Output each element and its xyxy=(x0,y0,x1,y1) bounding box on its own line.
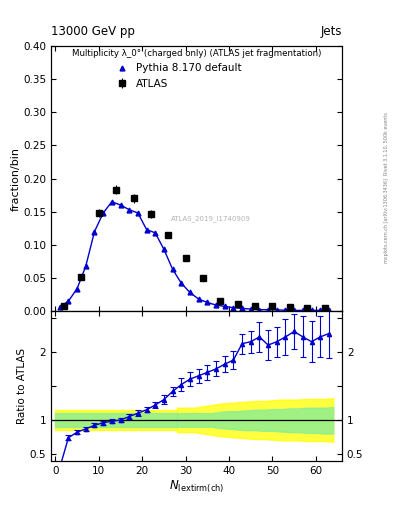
Text: 13000 GeV pp: 13000 GeV pp xyxy=(51,26,135,38)
Text: Jets: Jets xyxy=(320,26,342,38)
Text: Rivet 3.1.10, 500k events: Rivet 3.1.10, 500k events xyxy=(384,112,389,175)
Pythia 8.170 default xyxy=(57,304,62,310)
Pythia 8.170 default xyxy=(144,226,149,232)
Pythia 8.170 default xyxy=(318,307,323,313)
Pythia 8.170 default xyxy=(101,210,106,216)
Pythia 8.170 default xyxy=(187,289,192,295)
Pythia 8.170 default xyxy=(283,307,288,313)
Pythia 8.170 default xyxy=(110,199,114,205)
Pythia 8.170 default xyxy=(162,246,166,252)
Pythia 8.170 default xyxy=(214,302,219,308)
Pythia 8.170 default xyxy=(66,298,71,304)
Pythia 8.170 default xyxy=(266,307,270,313)
Legend: Pythia 8.170 default, ATLAS: Pythia 8.170 default, ATLAS xyxy=(108,59,246,93)
Pythia 8.170 default xyxy=(292,307,297,313)
Pythia 8.170 default xyxy=(92,228,97,234)
Pythia 8.170 default xyxy=(309,307,314,313)
Line: Pythia 8.170 default: Pythia 8.170 default xyxy=(57,199,331,313)
Text: ATLAS_2019_I1740909: ATLAS_2019_I1740909 xyxy=(171,215,251,222)
Pythia 8.170 default xyxy=(75,286,79,292)
Y-axis label: Ratio to ATLAS: Ratio to ATLAS xyxy=(17,348,27,424)
Text: Multiplicity λ_0° (charged only) (ATLAS jet fragmentation): Multiplicity λ_0° (charged only) (ATLAS … xyxy=(72,49,321,58)
Pythia 8.170 default xyxy=(136,210,140,216)
Text: mcplots.cern.ch [arXiv:1306.3436]: mcplots.cern.ch [arXiv:1306.3436] xyxy=(384,178,389,263)
Pythia 8.170 default xyxy=(153,230,158,236)
Pythia 8.170 default xyxy=(240,305,244,311)
Pythia 8.170 default xyxy=(257,307,262,313)
Pythia 8.170 default xyxy=(274,307,279,313)
X-axis label: $N_\mathrm{lextirm(ch)}$: $N_\mathrm{lextirm(ch)}$ xyxy=(169,478,224,495)
Pythia 8.170 default xyxy=(196,296,201,302)
Pythia 8.170 default xyxy=(118,202,123,208)
Pythia 8.170 default xyxy=(248,306,253,312)
Pythia 8.170 default xyxy=(179,280,184,286)
Pythia 8.170 default xyxy=(231,305,236,311)
Pythia 8.170 default xyxy=(327,307,331,313)
Pythia 8.170 default xyxy=(205,300,210,306)
Pythia 8.170 default xyxy=(301,307,305,313)
Pythia 8.170 default xyxy=(127,207,132,213)
Y-axis label: fraction/bin: fraction/bin xyxy=(10,146,20,210)
Pythia 8.170 default xyxy=(170,266,175,272)
Pythia 8.170 default xyxy=(83,263,88,269)
Pythia 8.170 default xyxy=(222,303,227,309)
